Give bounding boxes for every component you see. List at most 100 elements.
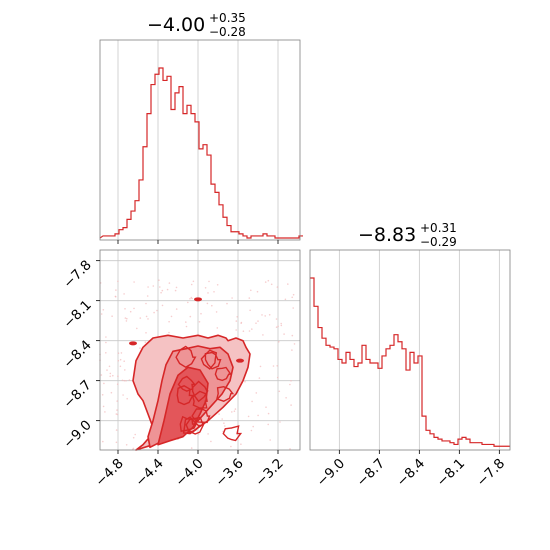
contour-sample-point [134,433,136,436]
contour-sample-point [276,376,279,379]
contour-sample-point [293,343,296,345]
contour-sample-point [122,394,124,396]
contour-sample-point [292,293,295,296]
contour-sample-point [189,315,192,318]
contour-sample-point [111,315,113,318]
contour-sample-point [262,334,264,336]
contour-sample-point [102,309,105,311]
contour-sample-point [236,316,238,318]
contour-level-inner [157,366,209,446]
contour-sample-point [207,292,209,294]
contour-sample-point [161,304,164,307]
contour-sample-point [119,365,122,368]
contour-sample-point [129,310,132,313]
contour-sample-point [215,311,218,313]
contour-sample-point [278,341,280,343]
contour-sample-point [275,318,278,320]
contour-sample-point [124,369,126,371]
contour-sample-point [269,439,272,441]
right-hist-title-minus: −0.29 [420,235,457,249]
contour-sample-point [187,301,189,304]
contour-noise-loop [191,408,211,424]
contour-sample-point [270,283,273,286]
contour-sample-point [268,314,271,316]
contour-sample-point [175,286,178,289]
right-hist-frame [309,249,511,451]
contour-sample-point [121,379,124,382]
contour-sample-point [175,308,178,310]
contour-noise-loop [191,390,208,409]
contour-noise-loop [177,375,197,392]
contour-y-tick-label: −8.4 [60,337,94,371]
top-hist-frame [99,39,301,241]
right-hist-x-tick-label: −7.8 [474,456,508,490]
contour-sample-point [290,404,292,406]
contour-sample-point [261,314,263,316]
right-hist-x-tick-label: −8.7 [354,456,388,490]
contour-noise-loop [200,349,218,370]
contour-sample-point [133,281,135,283]
contour-frame [99,249,301,451]
contour-sample-point [248,297,251,299]
contour-sample-point [125,380,127,382]
contour-noise-loop [176,385,194,406]
contour-sample-point [250,429,253,432]
contour-sample-point [198,321,201,323]
contour-sample-point [247,415,250,418]
contour-x-tick-label: −4.4 [132,456,166,490]
contour-sample-point [230,445,232,448]
contour-x-ticks: −4.8 −4.4 −4.0 −3.6 −3.2 [92,450,287,490]
contour-sample-point [117,280,119,283]
contour-sample-point [277,325,279,328]
top-hist-line [99,67,303,239]
right-hist-title-main: −8.83 [358,224,416,246]
contour-sample-point [251,328,253,330]
contour-sample-point [287,283,289,285]
contour-sample-point [124,308,126,310]
top-hist-ticks [117,240,279,244]
contour-sample-point [265,406,267,409]
contour-sample-point [267,423,270,426]
contour-noise-loop [222,425,243,442]
contour-sample-point [251,400,253,403]
contour-sample-point [105,336,107,338]
contour-sample-point [192,280,195,283]
contour-sample-point [206,302,209,305]
contour-sample-point [223,422,225,425]
contour-sample-point [144,341,147,344]
contour-noise-loop [216,385,235,402]
right-hist-x-tick-label: −9.0 [314,456,348,490]
contour-sample-point [289,448,291,450]
contour-sample-point [158,279,160,282]
panel-right-hist: −8.83 +0.31 −0.29 −9.0 −8.7 −8.4 −8.1 −7.8 [309,221,511,490]
contour-sample-point [240,443,242,446]
contour-sample-point [276,365,279,367]
contour-sample-point [233,410,236,413]
contour-sample-point [284,298,287,301]
contour-noise-loop [185,416,205,435]
contour-sample-point [100,374,103,376]
contour-sample-point [255,322,257,325]
contour-sample-point [272,365,275,367]
contour-sample-point [211,304,213,307]
contour-sample-point [235,320,238,322]
contour-sample-point [267,412,270,415]
contour-sample-point [240,322,242,325]
contour-y-ticks: −7.8 −8.1 −8.4 −8.7 −9.0 [60,257,100,452]
contour-sample-point [136,327,138,330]
contour-sample-point [168,282,171,284]
contour-noise-loop [214,366,233,382]
contour-sample-point [185,325,188,328]
contour-sample-point [156,309,158,312]
contour-sample-point [216,327,219,329]
contour-sample-point [218,413,220,415]
panel-2d-contour: −4.8 −4.4 −4.0 −3.6 −3.2 −7.8 −8.1 −8.4 −8.7 −9.… [60,249,301,490]
contour-x-tick-label: −4.8 [92,456,126,490]
contour-sample-point [132,436,135,439]
contour-sample-point [275,326,278,329]
contour-sample-point [125,444,128,446]
contour-sample-point [123,360,125,363]
right-hist-x-tick-label: −8.4 [394,456,428,490]
contour-sample-point [115,429,118,431]
